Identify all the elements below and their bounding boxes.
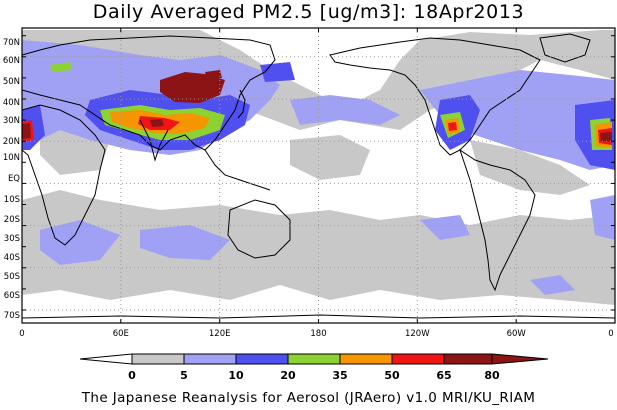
colorbar-tick-0: 0 (128, 369, 136, 382)
coast-india (139, 119, 169, 162)
lat-label-20s: 20S (4, 215, 20, 225)
coast-south-america (459, 148, 536, 292)
colorbar-box-35-50 (287, 353, 341, 365)
colorbar-tick-50: 50 (384, 369, 400, 382)
coast-africa (22, 104, 106, 246)
coast-greenland (539, 33, 591, 63)
lat-label-30s: 30S (4, 234, 20, 244)
latitude-axis: 70N 60N 50N 40N 30N 20N 10N EQ 10S 20S 3… (3, 35, 615, 321)
colorbar-box-10-20 (183, 353, 237, 365)
colorbar-box-5-10 (131, 353, 185, 365)
lon-label-120w: 120W (405, 329, 430, 339)
lat-label-70n: 70N (3, 38, 20, 48)
colorbar-box-20-35 (235, 353, 289, 365)
coast-japan (237, 89, 246, 119)
lon-label-180: 180 (310, 329, 326, 339)
lon-label-0-left: 0 (19, 329, 24, 339)
graticule (22, 28, 615, 323)
colorbar-tick-10: 10 (228, 369, 244, 382)
colorbar-tick-5: 5 (180, 369, 188, 382)
coast-seasia (204, 149, 271, 191)
colorbar-low-arrow (79, 353, 133, 365)
lon-label-60w: 60W (507, 329, 527, 339)
level-5-10 (22, 30, 615, 305)
coast-north-america (329, 37, 541, 156)
lat-label-50n: 50N (3, 77, 20, 87)
longitude-axis: 0 60E 120E 180 120W 60W 0 (19, 28, 616, 339)
lat-label-20n: 20N (3, 137, 20, 147)
lat-label-eq: EQ (8, 174, 20, 184)
lat-label-60n: 60N (3, 56, 20, 66)
map-title: Daily Averaged PM2.5 [ug/m3]: 18Apr2013 (92, 1, 525, 23)
level-80-plus (22, 70, 612, 142)
lon-label-0-right: 0 (608, 329, 613, 339)
colorbar-tick-65: 65 (436, 369, 451, 382)
colorbar-tick-20: 20 (280, 369, 296, 382)
coast-antarctica (22, 314, 615, 319)
lat-label-40n: 40N (3, 98, 20, 108)
lat-label-40s: 40S (4, 253, 20, 263)
colorbar-tick-35: 35 (332, 369, 347, 382)
lon-label-120e: 120E (209, 329, 231, 339)
lat-label-50s: 50S (4, 272, 20, 282)
colorbar-high-arrow (491, 353, 549, 365)
coast-australia (227, 199, 291, 259)
colorbar-box-50-65 (339, 353, 393, 365)
colorbar-box-65-80 (391, 353, 445, 365)
lat-label-10n: 10N (3, 153, 20, 163)
lat-label-30n: 30N (3, 116, 20, 126)
lat-label-70s: 70S (4, 311, 20, 321)
lon-label-60e: 60E (113, 329, 129, 339)
colorbar: 0 5 10 20 35 50 65 80 (79, 353, 549, 382)
lat-label-10s: 10S (4, 195, 20, 205)
footer-credit: The Japanese Reanalysis for Aerosol (JRA… (81, 390, 536, 406)
colorbar-tick-80: 80 (484, 369, 500, 382)
colorbar-box-80-plus (443, 353, 493, 365)
lat-label-60s: 60S (4, 291, 20, 301)
